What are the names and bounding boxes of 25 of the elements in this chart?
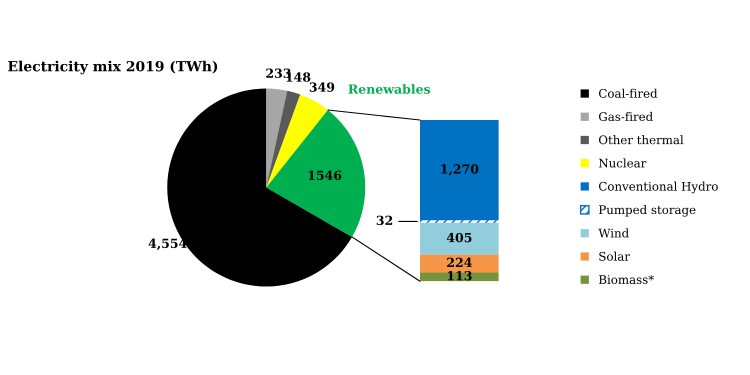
data-label: 1,270	[441, 164, 478, 176]
data-label: 1546	[308, 170, 342, 180]
data-label: 349	[310, 82, 334, 92]
legend-label: Other thermal	[598, 135, 684, 144]
pie-slice	[266, 90, 300, 188]
bar	[420, 254, 499, 272]
data-label: 405	[446, 232, 472, 242]
pie-slice	[266, 88, 288, 188]
legend-label: Gas-fired	[598, 112, 653, 122]
legend-label: Solar	[599, 252, 630, 261]
legend-label: Pumped storage	[598, 205, 696, 217]
legend-label: Wind	[598, 228, 629, 238]
bar	[420, 120, 499, 220]
legend-label: Coal-fired	[598, 88, 658, 98]
legend-label: Nuclear	[598, 158, 646, 168]
data-label: 113	[448, 270, 472, 280]
legend-label: Conventional Hydro	[598, 182, 718, 194]
pie-slice	[266, 110, 366, 237]
data-label: 32	[376, 216, 392, 226]
bar	[420, 220, 499, 223]
data-label: 224	[447, 258, 472, 267]
bar	[420, 222, 499, 255]
chart-title: Electricity mix 2019 (TWh)	[8, 60, 218, 74]
legend-label: Biomass*	[598, 275, 654, 284]
text: Renewables	[348, 84, 430, 94]
